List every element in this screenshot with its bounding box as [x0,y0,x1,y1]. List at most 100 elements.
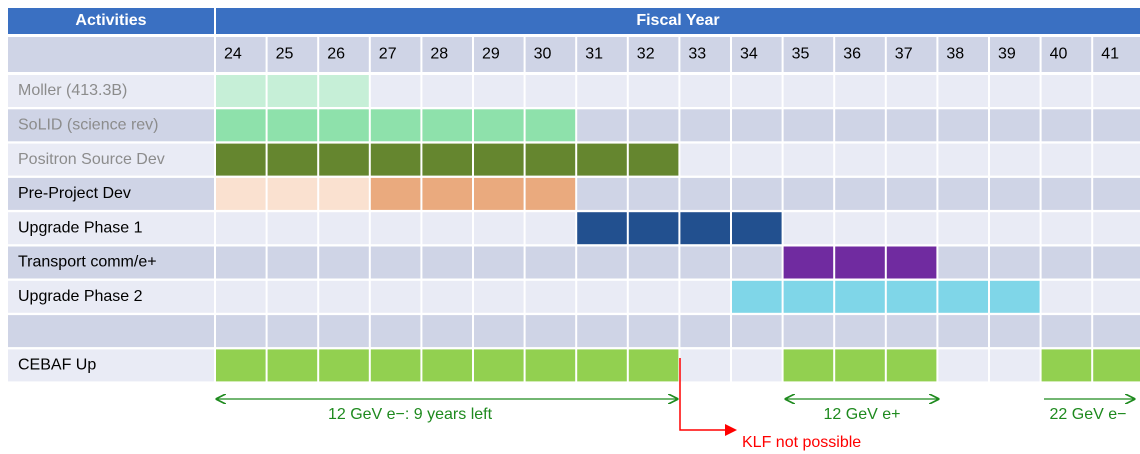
header-text: Activities [75,12,146,29]
empty-cell [370,315,421,348]
empty-cell [628,280,679,313]
empty-cell [577,109,627,142]
bar-cell [422,177,472,210]
empty-cell [267,315,318,348]
empty-cell [680,109,730,142]
bar-cell [267,109,318,142]
empty-cell [680,177,730,210]
bar-cell [422,349,472,382]
empty-cell [886,177,937,210]
bar-cell [525,109,576,142]
empty-cell [938,177,988,210]
bar-cell [422,143,472,176]
empty-cell [1041,143,1092,176]
year-cell [886,37,937,72]
empty-cell [680,315,730,348]
empty-cell [938,246,988,279]
bar-cell [1041,349,1092,382]
empty-cell [628,177,679,210]
year-cell [628,37,679,72]
row-label: Upgrade Phase 1 [18,219,143,236]
year-label: 40 [1050,46,1068,63]
bar-cell [732,280,782,313]
year-cell [680,37,730,72]
bar-cell [267,349,318,382]
bar-cell [216,75,266,107]
bar-cell [886,349,937,382]
year-cell [732,37,782,72]
year-cell [938,37,988,72]
empty-cell [474,75,524,107]
bar-cell [938,280,988,313]
year-cell [319,37,369,72]
year-label: 34 [740,46,758,63]
bar-cell [216,143,266,176]
year-label: 28 [430,46,448,63]
row-label: Pre-Project Dev [18,185,131,202]
year-cell [990,37,1040,72]
empty-cell [1041,280,1092,313]
bar-cell [732,212,782,245]
bar-cell [577,349,627,382]
empty-cell [1041,177,1092,210]
bar-cell [267,75,318,107]
bar-cell [835,246,885,279]
empty-cell [990,246,1040,279]
empty-cell [525,212,576,245]
empty-cell [525,315,576,348]
year-label: 32 [637,46,655,63]
bar-cell [370,177,421,210]
bar-cell [886,246,937,279]
year-label: 29 [482,46,500,63]
year-cell [267,37,318,72]
bar-cell [319,177,369,210]
empty-cell [886,109,937,142]
empty-cell [835,212,885,245]
year-label: 39 [998,46,1016,63]
row-label: Transport comm/e+ [18,254,157,271]
bar-cell [835,349,885,382]
bar-cell [319,109,369,142]
empty-cell [577,280,627,313]
empty-cell [1041,75,1092,107]
label-cell [8,75,214,107]
empty-cell [938,315,988,348]
empty-cell [783,177,834,210]
empty-cell [474,212,524,245]
empty-cell [422,280,472,313]
empty-cell [525,280,576,313]
empty-cell [267,246,318,279]
empty-cell [938,75,988,107]
bar-cell [783,349,834,382]
empty-cell [680,280,730,313]
label-cell [8,280,214,313]
empty-cell [216,315,266,348]
empty-cell [577,246,627,279]
year-label: 38 [946,46,964,63]
label-cell [8,143,214,176]
empty-cell [835,177,885,210]
bar-cell [370,143,421,176]
bar-cell [370,109,421,142]
empty-cell [319,246,369,279]
empty-cell [628,109,679,142]
row-label: SoLID (science rev) [18,117,159,134]
empty-cell [216,280,266,313]
label-cell [8,37,214,72]
year-cell [474,37,524,72]
empty-cell [990,109,1040,142]
empty-cell [990,349,1040,382]
empty-cell [886,75,937,107]
bar-cell [319,349,369,382]
empty-cell [525,246,576,279]
empty-cell [628,246,679,279]
bar-cell [216,349,266,382]
bar-cell [474,109,524,142]
empty-cell [990,177,1040,210]
label-cell [8,109,214,142]
empty-cell [886,212,937,245]
empty-cell [1093,212,1140,245]
empty-cell [990,143,1040,176]
bar-cell [370,349,421,382]
